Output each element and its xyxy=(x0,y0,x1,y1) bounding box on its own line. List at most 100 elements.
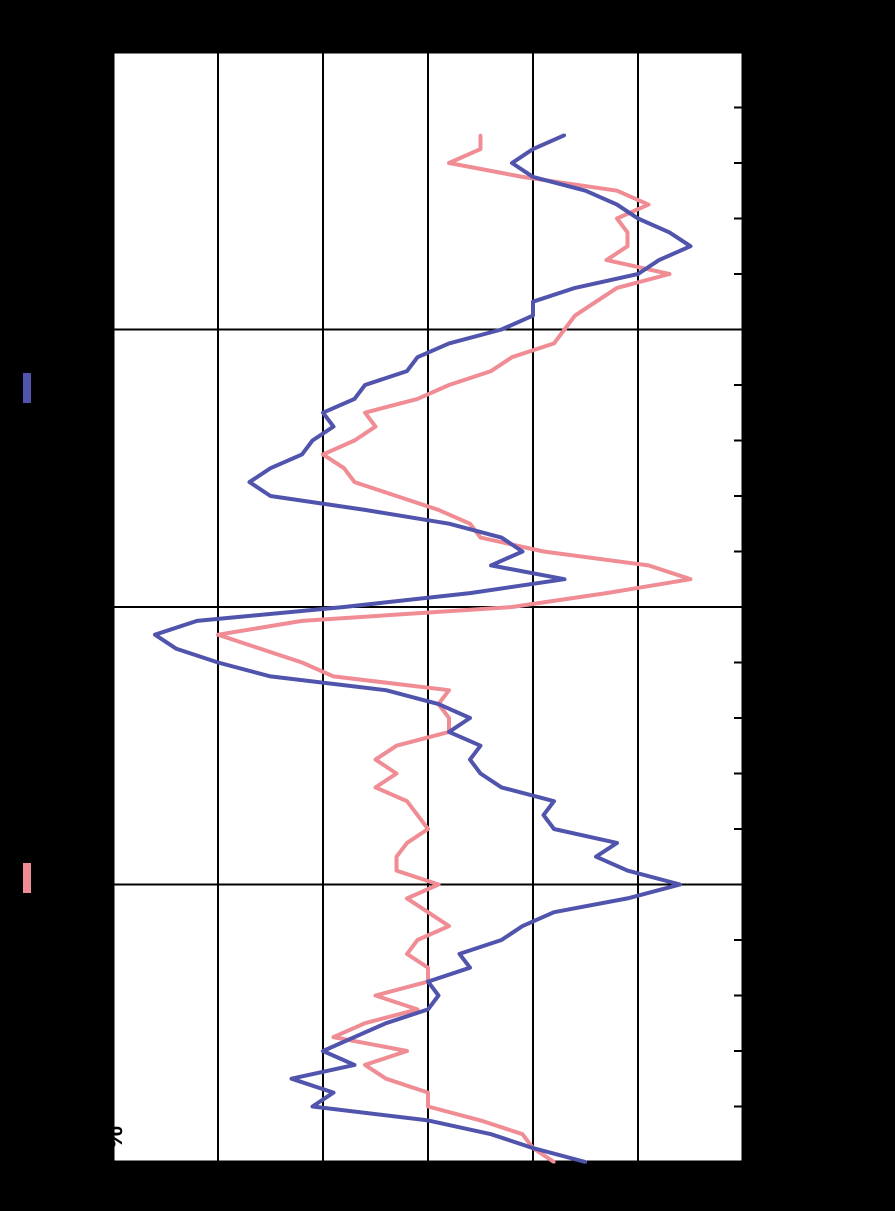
data-point-suomi xyxy=(268,466,273,470)
data-point-euroalue xyxy=(520,175,525,179)
data-point-suomi xyxy=(310,438,315,443)
data-point-euroalue xyxy=(352,480,357,484)
data-point-euroalue xyxy=(300,619,304,623)
data-point-suomi xyxy=(468,758,472,762)
data-point-euroalue xyxy=(415,397,420,401)
data-point-euroalue xyxy=(489,369,493,373)
data-point-suomi xyxy=(541,813,546,817)
data-point-euroalue xyxy=(352,438,357,443)
data-point-suomi xyxy=(468,716,472,720)
data-point-suomi xyxy=(468,591,472,595)
data-point-suomi xyxy=(667,230,672,234)
data-point-euroalue xyxy=(541,549,546,554)
legend-label-suomi: Suomi xyxy=(8,273,44,371)
footnote-source: Lähde: EKP. xyxy=(848,1018,881,1191)
data-point-euroalue xyxy=(478,147,483,151)
data-point-suomi xyxy=(342,605,346,609)
data-point-suomi xyxy=(489,563,493,567)
data-point-suomi xyxy=(489,1132,493,1136)
data-point-euroalue xyxy=(405,896,409,900)
data-point-euroalue xyxy=(405,799,409,803)
data-point-suomi xyxy=(436,993,441,998)
data-point-euroalue xyxy=(646,563,651,567)
data-point-suomi xyxy=(321,411,325,415)
data-point-euroalue xyxy=(436,882,441,887)
data-point-suomi xyxy=(499,536,504,540)
data-point-suomi xyxy=(174,647,178,651)
data-point-euroalue xyxy=(615,189,619,193)
data-point-suomi xyxy=(468,966,472,970)
data-point-euroalue xyxy=(216,633,220,637)
data-point-suomi xyxy=(531,300,535,304)
data-point-euroalue xyxy=(625,244,630,248)
y-tick-label: 3 xyxy=(305,1171,341,1189)
y-unit-label: % xyxy=(98,1126,128,1149)
data-point-suomi xyxy=(478,744,483,748)
data-point-euroalue xyxy=(604,591,609,595)
data-point-suomi xyxy=(678,882,682,887)
data-point-euroalue xyxy=(373,758,378,762)
x-tick-label: 2014 xyxy=(748,294,784,365)
data-point-suomi xyxy=(552,827,556,831)
data-point-suomi xyxy=(447,341,451,345)
data-point-suomi xyxy=(363,508,367,512)
data-point-suomi xyxy=(478,771,483,776)
data-point-euroalue xyxy=(321,452,325,456)
legend-item-suomi: Suomi xyxy=(8,273,45,403)
data-point-suomi xyxy=(384,1021,388,1025)
data-point-suomi xyxy=(583,189,588,193)
data-point-euroalue xyxy=(415,1007,420,1011)
data-point-euroalue xyxy=(426,827,430,831)
data-point-suomi xyxy=(352,1063,357,1067)
y-axis-labels: 5 4 3 2 1 0 -1 xyxy=(95,1171,761,1200)
data-point-suomi xyxy=(499,938,504,942)
data-point-euroalue xyxy=(363,1021,367,1025)
data-point-suomi xyxy=(520,549,525,554)
data-point-euroalue xyxy=(405,952,409,956)
data-point-euroalue xyxy=(552,1160,556,1164)
data-point-suomi xyxy=(195,619,199,623)
data-point-suomi xyxy=(520,924,525,928)
data-point-euroalue xyxy=(426,1091,430,1095)
data-point-euroalue xyxy=(415,938,420,942)
data-point-suomi xyxy=(583,1160,588,1164)
data-point-euroalue xyxy=(447,161,451,165)
data-point-suomi xyxy=(625,869,630,873)
data-point-suomi xyxy=(615,203,619,207)
x-tick-marks xyxy=(734,51,743,1163)
data-point-euroalue xyxy=(426,966,430,970)
data-point-suomi xyxy=(531,147,535,151)
data-point-suomi xyxy=(447,522,451,526)
data-point-suomi xyxy=(531,175,535,179)
data-point-euroalue xyxy=(426,1104,430,1109)
data-point-euroalue xyxy=(394,855,399,859)
data-point-euroalue xyxy=(394,771,399,776)
y-tick-label: 1 xyxy=(515,1171,551,1189)
data-point-suomi xyxy=(352,1035,357,1039)
data-point-euroalue xyxy=(373,993,378,998)
y-tick-label: 0 xyxy=(620,1171,656,1189)
footnote-source-description: Yhdenmukaistetun kuluttajahintaindeksin … xyxy=(812,317,845,1191)
data-point-suomi xyxy=(552,910,556,914)
data-point-euroalue xyxy=(510,355,514,359)
data-point-suomi xyxy=(573,286,577,290)
data-point-suomi xyxy=(562,133,567,137)
data-point-suomi xyxy=(531,1146,535,1150)
data-point-euroalue xyxy=(373,425,378,429)
data-point-euroalue xyxy=(667,272,672,276)
data-point-suomi xyxy=(426,980,430,984)
data-point-euroalue xyxy=(478,536,483,540)
data-point-suomi xyxy=(310,1104,315,1109)
data-point-euroalue xyxy=(363,411,367,415)
data-point-suomi xyxy=(426,1118,430,1122)
data-point-suomi xyxy=(552,799,556,803)
data-point-euroalue xyxy=(426,910,430,914)
data-point-euroalue xyxy=(646,203,651,207)
data-point-suomi xyxy=(499,785,504,789)
data-point-euroalue xyxy=(331,1035,336,1039)
grid xyxy=(111,50,745,1164)
y-tick-label: 2 xyxy=(410,1171,446,1189)
data-point-euroalue xyxy=(300,660,304,665)
